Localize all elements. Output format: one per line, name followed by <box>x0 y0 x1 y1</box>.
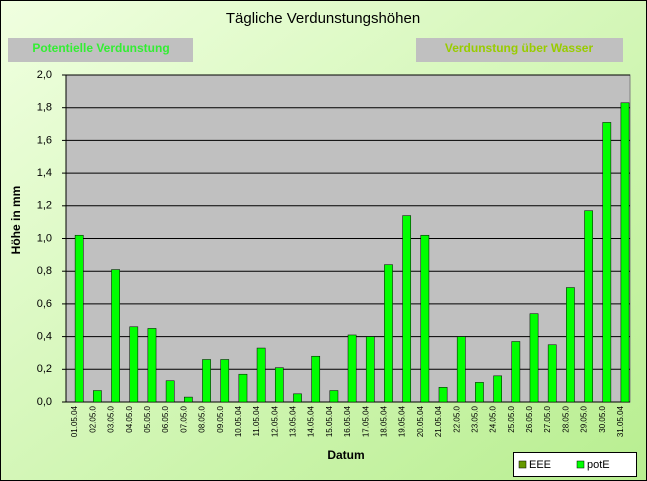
bar <box>420 234 430 403</box>
x-tick-label: 06.05.0 <box>161 405 170 432</box>
y-tick-label: 2,0 <box>37 69 52 81</box>
bar <box>129 326 139 403</box>
y-tick-label: 0,0 <box>37 396 52 408</box>
bar <box>93 390 102 403</box>
bar <box>566 287 575 403</box>
bar <box>456 336 466 403</box>
x-tick-label: 01.05.04 <box>70 405 79 437</box>
bar <box>293 393 302 403</box>
bar <box>620 102 630 403</box>
legend-label: EEE <box>529 459 551 471</box>
button-label[interactable]: Potentielle Verdunstung <box>32 41 169 55</box>
bar <box>256 347 266 403</box>
x-tick-label: 04.05.0 <box>125 405 134 432</box>
x-tick-label: 18.05.04 <box>379 405 388 437</box>
x-tick-label: 27.05.0 <box>543 405 552 432</box>
bar <box>202 359 211 403</box>
bar <box>329 390 339 403</box>
bar <box>511 341 521 403</box>
bar <box>238 373 248 403</box>
bar <box>493 375 502 403</box>
y-tick-label: 0,2 <box>37 363 52 375</box>
bar <box>165 380 175 403</box>
button-label[interactable]: Verdunstung über Wasser <box>445 41 594 55</box>
y-tick-label: 1,6 <box>37 134 52 146</box>
bar <box>74 234 84 403</box>
bar <box>147 328 157 403</box>
x-tick-label: 26.05.0 <box>525 405 534 432</box>
x-tick-label: 14.05.04 <box>307 405 316 437</box>
x-tick-label: 24.05.0 <box>489 405 498 432</box>
y-tick-label: 0,6 <box>37 298 52 310</box>
bar <box>475 382 484 403</box>
legend-label: potE <box>587 459 610 471</box>
x-tick-label: 29.05.0 <box>580 405 589 432</box>
x-tick-label: 17.05.04 <box>361 405 370 437</box>
x-tick-label: 09.05.0 <box>216 405 225 432</box>
x-axis-label: Datum <box>327 448 364 462</box>
legend <box>513 452 637 477</box>
y-axis-label: Höhe in mm <box>9 186 23 255</box>
x-tick-label: 12.05.04 <box>270 405 279 437</box>
x-tick-label: 03.05.0 <box>107 405 116 432</box>
y-tick-label: 1,8 <box>37 102 52 114</box>
button[interactable] <box>416 38 623 62</box>
bar <box>602 122 612 403</box>
y-tick-label: 1,2 <box>37 200 52 212</box>
bar <box>547 344 557 403</box>
bar <box>365 336 375 403</box>
x-tick-label: 31.05.04 <box>616 405 625 437</box>
x-tick-label: 07.05.0 <box>179 405 188 432</box>
x-tick-label: 21.05.04 <box>434 405 443 437</box>
x-tick-label: 10.05.04 <box>234 405 243 437</box>
bar <box>384 264 393 403</box>
x-tick-label: 22.05.0 <box>452 405 461 432</box>
x-tick-label: 08.05.0 <box>198 405 207 432</box>
y-tick-label: 0,4 <box>37 331 52 343</box>
x-tick-label: 15.05.04 <box>325 405 334 437</box>
bar <box>438 387 448 403</box>
bar <box>274 367 284 403</box>
legend-swatch <box>576 460 585 469</box>
x-tick-label: 16.05.04 <box>343 405 352 437</box>
x-tick-label: 02.05.0 <box>88 405 97 432</box>
y-tick-label: 1,0 <box>37 232 52 244</box>
button[interactable] <box>8 38 193 62</box>
x-tick-label: 30.05.0 <box>598 405 607 432</box>
bar <box>111 269 120 403</box>
x-tick-label: 05.05.0 <box>143 405 152 432</box>
x-tick-label: 23.05.0 <box>470 405 479 432</box>
y-tick-label: 0,8 <box>37 265 52 277</box>
x-tick-label: 25.05.0 <box>507 405 516 432</box>
chart-title: Tägliche Verdunstungshöhen <box>226 10 420 27</box>
x-tick-label: 19.05.04 <box>398 405 407 437</box>
bar <box>220 359 230 403</box>
legend-swatch <box>518 460 527 469</box>
bar <box>402 215 412 403</box>
bar <box>311 355 321 403</box>
x-tick-label: 28.05.0 <box>561 405 570 432</box>
x-tick-label: 11.05.04 <box>252 405 261 436</box>
x-tick-label: 13.05.04 <box>289 405 298 437</box>
bar <box>584 210 593 403</box>
y-tick-label: 1,4 <box>37 167 52 179</box>
bar <box>184 396 193 403</box>
bar <box>529 313 539 403</box>
x-tick-label: 20.05.04 <box>416 405 425 437</box>
bar <box>347 334 357 403</box>
